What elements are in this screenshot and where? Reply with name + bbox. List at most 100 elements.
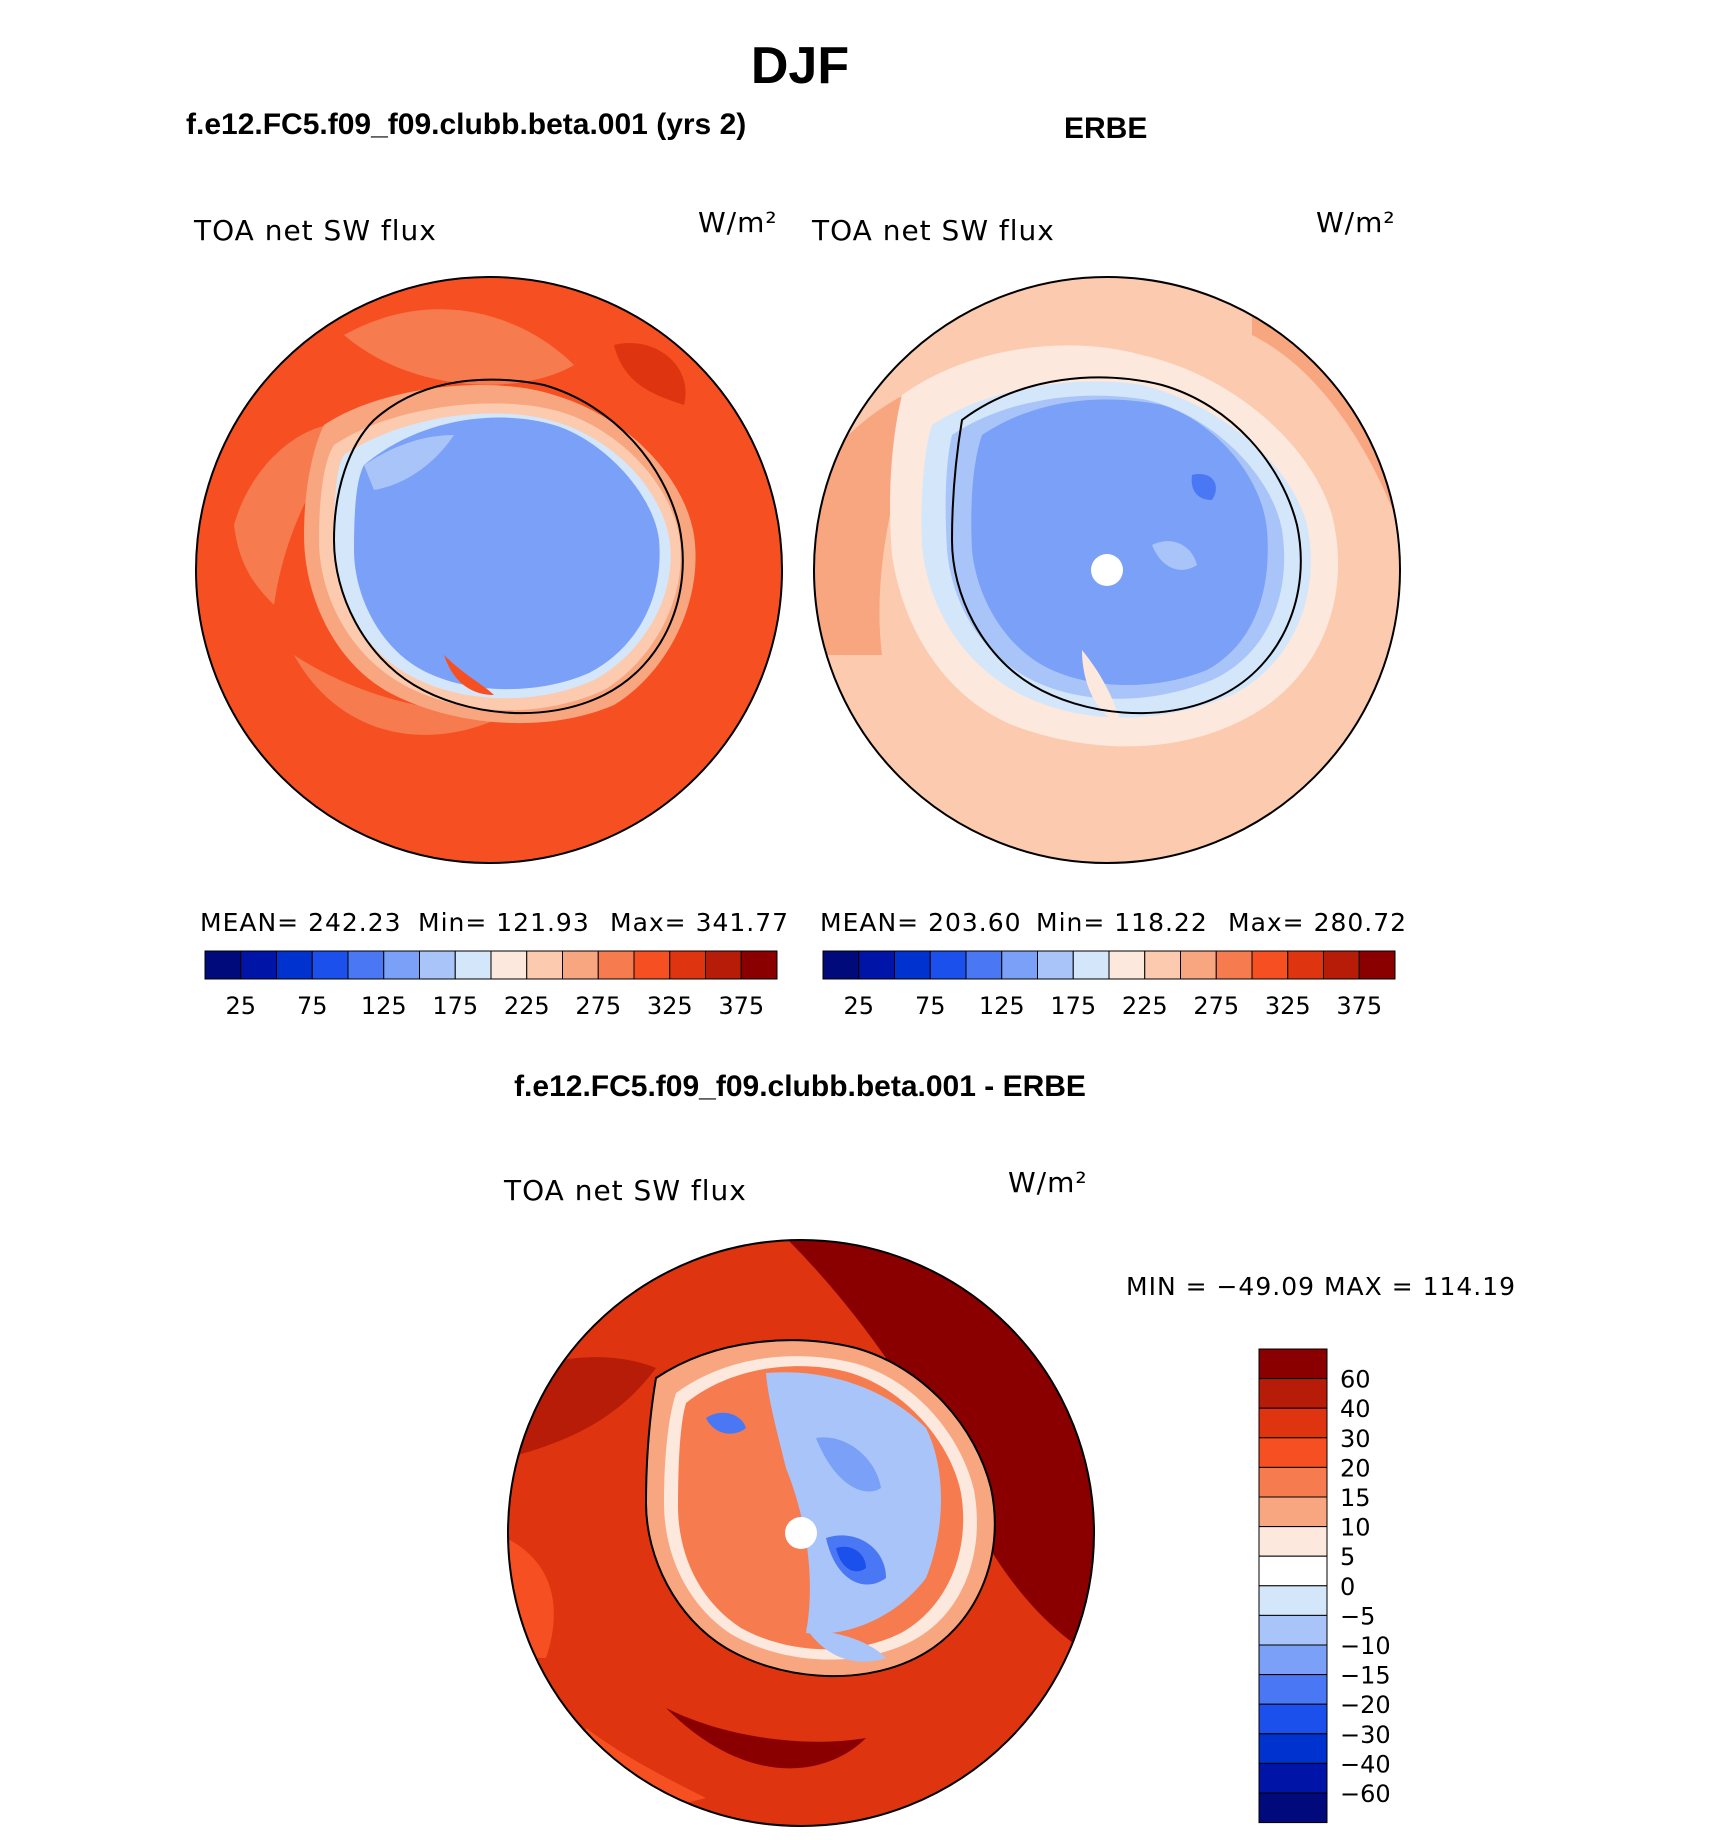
model-colorbar-swatch	[490, 950, 528, 980]
difference-colorbar-swatch	[1258, 1585, 1328, 1616]
model-colorbar-swatch	[526, 950, 563, 980]
difference-colorbar-swatch	[1258, 1703, 1328, 1735]
obs-colorbar-tick: 75	[915, 992, 946, 1020]
obs-colorbar-swatch	[929, 950, 967, 980]
obs-colorbar-swatch	[1072, 950, 1110, 980]
model-units-label: W/m²	[698, 206, 778, 239]
difference-minmax: MIN = −49.09 MAX = 114.19	[1126, 1272, 1517, 1301]
difference-colorbar-label: −15	[1340, 1662, 1391, 1690]
model-colorbar-swatch	[276, 950, 313, 980]
difference-colorbar-swatch	[1258, 1496, 1328, 1528]
obs-colorbar-swatch	[1215, 950, 1253, 980]
model-mean-stat: MEAN= 242.23	[200, 908, 402, 937]
obs-colorbar-tick: 275	[1193, 992, 1239, 1020]
difference-colorbar-label: −5	[1340, 1602, 1375, 1630]
obs-colorbar-swatch	[1180, 950, 1217, 980]
difference-colorbar-swatch	[1258, 1674, 1328, 1705]
obs-colorbar-swatch	[1001, 950, 1038, 980]
obs-colorbar-swatch	[965, 950, 1003, 980]
difference-colorbar-swatch	[1258, 1733, 1328, 1764]
difference-colorbar-swatch	[1258, 1348, 1328, 1380]
obs-colorbar-tick: 175	[1050, 992, 1096, 1020]
obs-variable-label: TOA net SW flux	[812, 214, 1055, 247]
difference-polar-map	[507, 1239, 1095, 1827]
obs-polar-map	[813, 276, 1401, 864]
model-colorbar-swatch	[204, 950, 242, 980]
model-colorbar-swatch	[597, 950, 635, 980]
difference-colorbar-label: 10	[1340, 1514, 1371, 1542]
difference-colorbar-label: 40	[1340, 1395, 1371, 1423]
model-colorbar-tick: 25	[225, 992, 256, 1020]
difference-colorbar-swatch	[1258, 1644, 1328, 1676]
model-colorbar-tick: 275	[575, 992, 621, 1020]
difference-units-label: W/m²	[1008, 1166, 1088, 1199]
model-colorbar-swatch	[347, 950, 385, 980]
difference-colorbar-label: −40	[1340, 1750, 1391, 1778]
model-polar-map	[195, 276, 783, 864]
model-min-stat: Min= 121.93	[418, 908, 590, 937]
obs-panel-heading: ERBE	[1064, 112, 1148, 145]
difference-colorbar-swatch	[1258, 1437, 1328, 1468]
model-colorbar-swatch	[740, 950, 778, 980]
obs-colorbar-swatch	[1037, 950, 1074, 980]
difference-colorbar-swatch	[1258, 1526, 1328, 1557]
obs-units-label: W/m²	[1316, 206, 1396, 239]
difference-colorbar-label: 60	[1340, 1366, 1371, 1394]
model-colorbar-tick: 125	[361, 992, 407, 1020]
model-colorbar-tick: 225	[504, 992, 550, 1020]
difference-colorbar-label: −20	[1340, 1691, 1391, 1719]
difference-colorbar-swatch	[1258, 1762, 1328, 1794]
difference-colorbar-label: −10	[1340, 1632, 1391, 1660]
model-colorbar-swatch	[454, 950, 492, 980]
model-colorbar-tick: 175	[432, 992, 478, 1020]
obs-colorbar-swatch	[1251, 950, 1289, 980]
obs-colorbar-tick: 375	[1336, 992, 1382, 1020]
obs-colorbar-swatch	[1144, 950, 1181, 980]
figure-title: DJF	[750, 37, 850, 95]
difference-colorbar-swatch	[1258, 1466, 1328, 1498]
obs-colorbar-swatch	[822, 950, 860, 980]
obs-mean-stat: MEAN= 203.60	[820, 908, 1022, 937]
model-colorbar-swatch	[705, 950, 742, 980]
obs-min-stat: Min= 118.22	[1036, 908, 1208, 937]
model-colorbar-swatch	[562, 950, 599, 980]
difference-colorbar-swatch	[1258, 1792, 1328, 1824]
obs-colorbar-swatch	[1358, 950, 1396, 980]
difference-colorbar-label: 5	[1340, 1543, 1355, 1571]
model-panel-heading: f.e12.FC5.f09_f09.clubb.beta.001 (yrs 2)	[186, 108, 747, 141]
difference-colorbar-swatch	[1258, 1555, 1328, 1587]
model-variable-label: TOA net SW flux	[194, 214, 437, 247]
difference-heading: f.e12.FC5.f09_f09.clubb.beta.001 - ERBE	[514, 1070, 1086, 1103]
obs-colorbar-tick: 325	[1265, 992, 1311, 1020]
difference-colorbar-swatch	[1258, 1378, 1328, 1409]
difference-colorbar-swatch	[1258, 1407, 1328, 1439]
difference-colorbar-label: 30	[1340, 1425, 1371, 1453]
model-colorbar-swatch	[633, 950, 671, 980]
model-colorbar-swatch	[240, 950, 277, 980]
obs-max-stat: Max= 280.72	[1228, 908, 1408, 937]
model-colorbar-swatch	[311, 950, 349, 980]
model-colorbar-swatch	[383, 950, 420, 980]
difference-colorbar-label: −60	[1340, 1780, 1391, 1808]
model-colorbar-swatch	[419, 950, 456, 980]
model-colorbar: 25 75 125 175 225 275 325 375	[204, 950, 778, 1020]
obs-colorbar: 25 75 125 175 225 275 325 375	[822, 950, 1396, 1020]
model-colorbar-tick: 325	[647, 992, 693, 1020]
model-colorbar-swatch	[669, 950, 706, 980]
obs-colorbar-tick: 125	[979, 992, 1025, 1020]
difference-colorbar-label: −30	[1340, 1721, 1391, 1749]
model-max-stat: Max= 341.77	[610, 908, 790, 937]
obs-colorbar-swatch	[1287, 950, 1324, 980]
difference-colorbar-swatch	[1258, 1614, 1328, 1646]
difference-colorbar-label: 0	[1340, 1573, 1355, 1601]
obs-colorbar-tick: 25	[843, 992, 874, 1020]
difference-variable-label: TOA net SW flux	[504, 1174, 747, 1207]
obs-colorbar-swatch	[1323, 950, 1360, 980]
model-colorbar-tick: 75	[297, 992, 328, 1020]
difference-colorbar-label: 20	[1340, 1454, 1371, 1482]
obs-colorbar-swatch	[858, 950, 895, 980]
difference-colorbar-label: 15	[1340, 1484, 1371, 1512]
obs-colorbar-tick: 225	[1122, 992, 1168, 1020]
model-colorbar-tick: 375	[718, 992, 764, 1020]
